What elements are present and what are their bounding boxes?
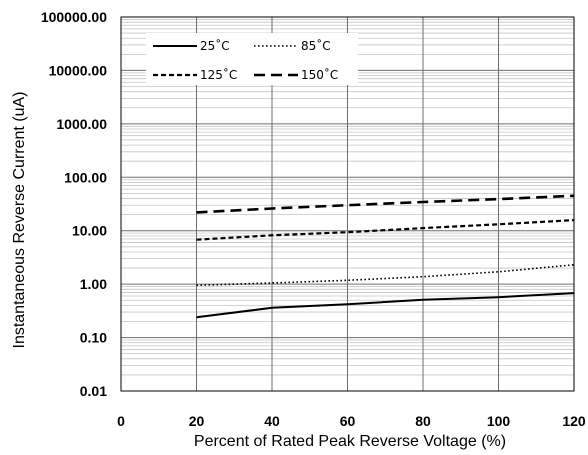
legend: 25˚C 85˚C 125˚C 150˚C	[146, 33, 358, 85]
legend-label-3: 150˚C	[301, 67, 338, 82]
series-layer	[196, 194, 575, 319]
x-tick-label: 0	[117, 413, 125, 429]
y-tick-label: 10.00	[72, 223, 107, 239]
series-line-3	[196, 194, 575, 214]
series-line-2	[196, 219, 575, 241]
x-tick-label: 80	[415, 413, 431, 429]
x-tick-label: 20	[189, 413, 205, 429]
legend-box	[146, 33, 358, 85]
y-tick-label: 0.10	[80, 330, 107, 346]
y-tick-label: 0.01	[80, 383, 107, 399]
x-tick-label: 120	[562, 413, 586, 429]
y-tick-label: 100.00	[64, 169, 107, 185]
legend-label-0: 25˚C	[200, 38, 230, 53]
y-tick-labels: 0.01 0.10 1.00 10.00 100.00 1000.00 10000.00 10…	[41, 9, 107, 399]
x-tick-label: 40	[264, 413, 280, 429]
x-tick-label: 100	[487, 413, 511, 429]
legend-label-2: 125˚C	[200, 67, 237, 82]
y-tick-label: 1000.00	[56, 116, 107, 132]
plot-frame	[120, 16, 575, 392]
legend-label-1: 85˚C	[301, 38, 331, 53]
x-tick-label: 60	[340, 413, 356, 429]
y-tick-label: 10000.00	[49, 62, 108, 78]
x-tick-labels: 0 20 40 60 80 100 120	[117, 413, 586, 429]
y-axis-title: Instantaneous Reverse Current (uA)	[11, 91, 28, 348]
y-tick-label: 100000.00	[41, 9, 107, 25]
x-axis-title: Percent of Rated Peak Reverse Voltage (%…	[194, 433, 506, 450]
series-line-0	[196, 292, 575, 319]
y-tick-label: 1.00	[80, 276, 107, 292]
series-line-1	[196, 264, 575, 287]
